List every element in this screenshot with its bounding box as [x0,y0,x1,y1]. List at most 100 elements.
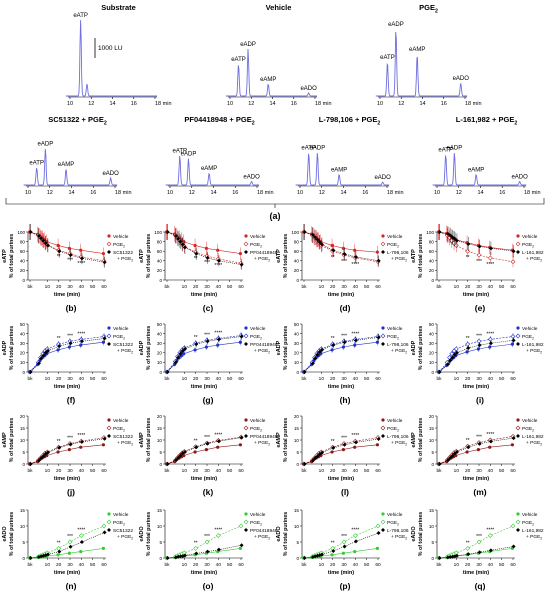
series-line [166,335,242,373]
x-axis-label: time (min) [191,476,217,482]
data-point-inhibitor [178,239,183,244]
y-tick-label: 10 [294,360,300,365]
peak-label: eATP [73,13,88,19]
data-point-inhibitor [488,246,493,251]
legend-marker-pge2 [515,519,521,525]
panel-letter: (k) [203,487,214,497]
legend-marker-pge2 [106,519,112,525]
x-tick-label: 60 [510,562,516,568]
chromatogram-tick-label: 16 [291,101,297,107]
chromatogram-tick-label: 16 [499,190,505,196]
x-tick-label: 40 [488,376,494,382]
y-tick-label: 40 [20,259,26,264]
x-tick-label: 50 [499,562,505,568]
nucleotide-label: eAMP [411,432,417,448]
data-point-vehicle [204,448,208,452]
x-axis-label: time (min) [54,570,80,576]
chromatogram-tick-label: 16 [90,190,96,196]
x-tick-label: 30 [67,562,73,568]
chromatogram-tick-label: 14 [109,101,115,107]
x-tick-label: 10 [182,562,188,568]
y-axis-label: % of total purines [283,326,289,370]
legend-label-inhibitor-pge2-sub: 2 [540,258,542,262]
data-point-vehicle [67,448,71,452]
y-tick-label: 60 [157,249,163,254]
legend-label-pge2: PGE2 [113,334,125,340]
peak-label: eADP [38,141,54,147]
y-tick-label: 0 [22,462,25,467]
legend-label-pge2: PGE2 [522,426,534,432]
x-tick-label: 10 [45,284,51,290]
significance-marker: ** [466,438,470,444]
chromatogram-title-sub: 2 [104,120,107,126]
significance-marker: ** [57,540,61,546]
x-tick-label: 20 [330,376,336,382]
nucleotide-label: eADP [139,340,145,355]
significance-marker: *** [67,333,73,339]
data-point-inhibitor [165,462,170,466]
data-point-vehicle [204,345,208,349]
legend-label-inhibitor-pge2-base: + PGE [117,440,131,446]
legend-label-pge2: PGE2 [387,520,399,526]
x-tick-label: 30 [204,284,210,290]
data-point-inhibitor [79,339,84,344]
legend-marker-pge2 [243,241,249,247]
series-line [439,340,514,373]
y-tick-label: 10 [20,438,26,443]
data-point-vehicle [353,343,357,347]
data-point-vehicle [216,343,220,347]
x-tick-label: 50 [364,562,370,568]
data-point-inhibitor [205,339,210,344]
data-point-inhibitor [182,450,187,454]
legend-marker-inhibitor [244,528,248,532]
x-tick-label: 30 [204,468,210,474]
chromatogram-title-sub: 2 [435,8,438,14]
legend-label-vehicle: Vehicle [113,326,129,332]
series-line [438,444,513,465]
y-tick-label: 0 [296,462,299,467]
significance-marker: **** [351,331,359,337]
y-tick-label: 0 [22,556,25,561]
y-tick-label: 0 [296,278,299,283]
data-point-vehicle [375,250,379,254]
chromatogram-tick-label: 18 min [315,101,332,107]
data-point-inhibitor [437,230,442,234]
chromatogram-title-sub: 2 [377,120,380,126]
legend-marker-vehicle [107,418,111,422]
data-point-inhibitor [313,456,318,461]
legend-label-pge2: PGE2 [113,242,125,248]
y-tick-label: 60 [294,249,300,254]
x-tick-label: 20 [465,562,471,568]
x-axis-label: time (min) [463,570,489,576]
data-point-vehicle [341,448,345,452]
y-tick-label: 5 [159,450,162,455]
x-tick-label: 60 [510,468,516,474]
x-tick-label: 10 [454,284,460,290]
x-axis-label: time (min) [463,476,489,482]
data-point-pge2 [238,523,244,529]
data-point-inhibitor [216,337,221,342]
y-axis-label: % of total purines [418,418,424,462]
x-tick-label: 40 [79,562,85,568]
data-point-inhibitor [178,453,183,458]
legend-label-pge2: PGE2 [113,426,125,432]
series-line [439,231,514,252]
data-point-pge2 [487,533,493,539]
x-tick-label: 60 [101,376,107,382]
x-tick-label: 60 [375,376,381,382]
series-line [438,525,514,559]
nucleotide-label: eADO [276,526,282,542]
y-tick-label: 100 [426,230,434,235]
x-tick-label: 60 [101,562,107,568]
series-line [29,444,104,465]
significance-marker: *** [67,436,73,442]
data-point-vehicle [476,448,480,452]
significance-marker: ** [194,540,198,546]
chromatogram-panel: SC51322 + PGE2 10 12 14 16 18 min eATP eADP eAMP… [23,115,132,196]
significance-marker: *** [341,259,347,265]
data-point-inhibitor [488,439,493,444]
significance-marker: **** [486,528,494,534]
x-tick-label: 50 [499,468,505,474]
y-tick-label: 0 [431,556,434,561]
